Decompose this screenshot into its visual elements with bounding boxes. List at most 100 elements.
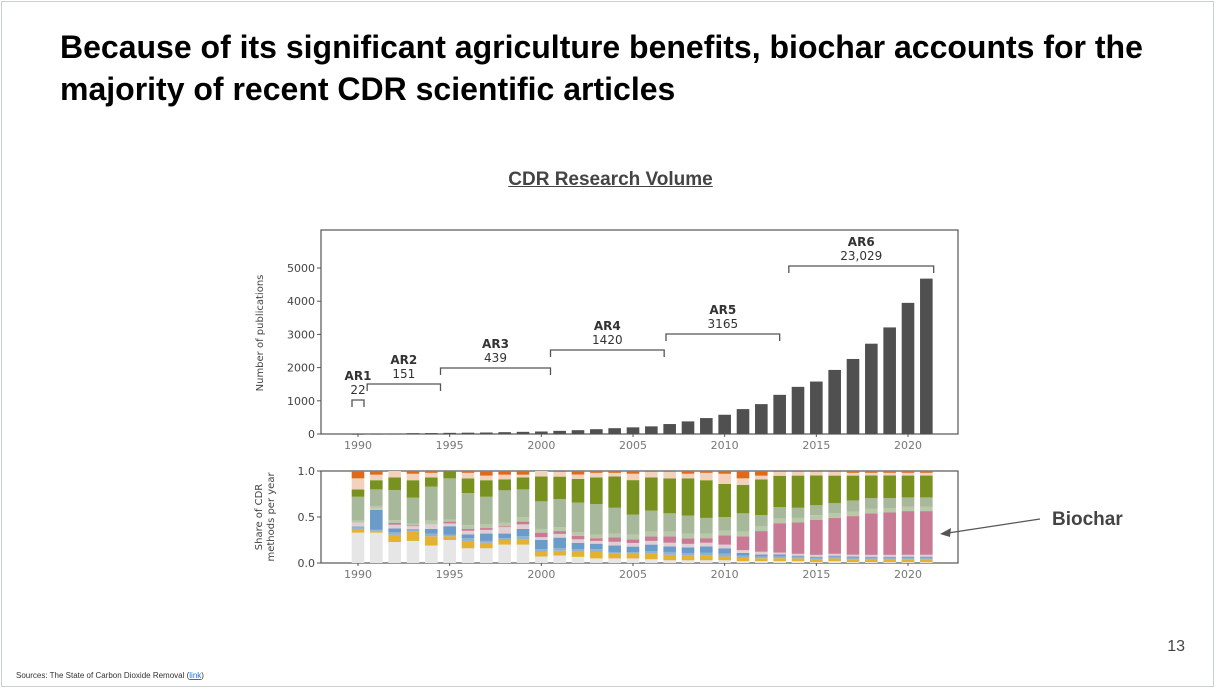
share-segment-blue bbox=[736, 552, 750, 556]
share-segment-orange bbox=[663, 471, 676, 472]
share-segment-light-pink bbox=[388, 524, 401, 529]
share-segment-yellow bbox=[480, 542, 493, 549]
share-segment-peach bbox=[828, 471, 841, 476]
share-segment-biochar bbox=[901, 511, 915, 555]
share-segment-sage bbox=[571, 502, 585, 533]
share-segment-other bbox=[700, 560, 713, 563]
share-segment-olive bbox=[480, 480, 493, 497]
share-segment-peach bbox=[626, 473, 640, 481]
share-segment-orange bbox=[736, 471, 750, 479]
share-segment-peach bbox=[736, 478, 750, 485]
ar-count: 1420 bbox=[592, 333, 623, 347]
share-segment-light-green bbox=[883, 507, 896, 513]
share-segment-orange bbox=[700, 471, 713, 473]
share-segment-peach bbox=[920, 472, 933, 476]
publication-bar bbox=[480, 432, 493, 434]
share-segment-sage bbox=[351, 496, 365, 521]
share-segment-biochar bbox=[718, 535, 731, 545]
share-segment-yellow bbox=[828, 558, 841, 562]
share-segment-olive bbox=[443, 471, 456, 479]
share-segment-light-blue bbox=[461, 538, 475, 541]
x-tick-label-bottom: 2015 bbox=[802, 568, 830, 581]
share-segment-biochar bbox=[535, 532, 548, 538]
chart-title: CDR Research Volume bbox=[508, 169, 713, 190]
share-segment-yellow bbox=[590, 551, 603, 559]
y-tick-label-bottom: 0.5 bbox=[298, 511, 316, 524]
share-segment-other bbox=[590, 558, 603, 563]
share-segment-peach bbox=[608, 472, 621, 477]
share-segment-yellow bbox=[883, 559, 896, 563]
share-segment-light-pink bbox=[571, 539, 585, 543]
share-segment-peach bbox=[461, 472, 475, 479]
share-segment-orange bbox=[590, 471, 603, 473]
sources-link[interactable]: link bbox=[189, 671, 202, 680]
ar-bracket bbox=[665, 333, 781, 341]
share-segment-peach bbox=[681, 473, 695, 479]
share-segment-other bbox=[406, 540, 420, 563]
share-segment-light-blue bbox=[535, 549, 548, 552]
share-segment-light-green bbox=[755, 526, 768, 532]
ar-label: AR3 bbox=[482, 337, 509, 351]
share-segment-biochar bbox=[663, 536, 676, 543]
ar-bracket bbox=[549, 349, 665, 357]
share-segment-blue bbox=[810, 556, 823, 558]
publication-bar bbox=[791, 386, 805, 434]
share-segment-yellow bbox=[351, 528, 365, 533]
share-segment-light-blue bbox=[645, 551, 658, 554]
share-segment-light-green bbox=[370, 505, 383, 509]
share-segment-light-green bbox=[736, 531, 750, 537]
share-segment-yellow bbox=[810, 559, 823, 563]
share-segment-olive bbox=[883, 475, 896, 499]
x-tick-label-top: 1990 bbox=[344, 439, 372, 452]
share-segment-light-green bbox=[810, 515, 823, 520]
share-segment-orange bbox=[846, 471, 860, 473]
x-tick-label-bottom: 2005 bbox=[619, 568, 647, 581]
ar-label: AR2 bbox=[390, 353, 417, 367]
share-segment-peach bbox=[846, 472, 860, 476]
y-axis-label-bottom-line1: Share of CDR bbox=[254, 484, 265, 551]
share-segment-peach bbox=[498, 474, 511, 480]
share-segment-olive bbox=[718, 483, 731, 517]
share-segment-yellow bbox=[370, 530, 383, 533]
share-segment-orange bbox=[553, 471, 566, 472]
share-segment-light-blue bbox=[718, 553, 731, 557]
share-segment-light-pink bbox=[626, 542, 640, 547]
share-segment-orange bbox=[626, 471, 640, 474]
share-segment-yellow bbox=[461, 540, 475, 549]
share-segment-yellow bbox=[865, 559, 878, 563]
share-segment-sage bbox=[883, 498, 896, 508]
share-segment-light-green bbox=[406, 523, 420, 526]
share-segment-biochar bbox=[736, 536, 750, 551]
share-segment-blue bbox=[663, 546, 676, 552]
share-segment-sage bbox=[791, 507, 805, 518]
share-segment-orange bbox=[828, 471, 841, 472]
share-segment-light-pink bbox=[480, 529, 493, 534]
share-segment-light-green bbox=[498, 522, 511, 527]
ar-count: 23,029 bbox=[840, 249, 882, 263]
share-segment-other bbox=[883, 562, 896, 563]
share-segment-orange bbox=[461, 471, 475, 473]
share-segment-blue bbox=[755, 554, 768, 557]
share-segment-light-blue bbox=[773, 556, 786, 559]
share-segment-olive bbox=[553, 476, 566, 500]
share-segment-light-blue bbox=[370, 529, 383, 531]
share-segment-sage bbox=[388, 490, 401, 521]
publication-bar bbox=[883, 327, 896, 434]
share-segment-light-blue bbox=[571, 548, 585, 552]
publication-bar bbox=[736, 409, 750, 434]
share-segment-sage bbox=[681, 515, 695, 534]
share-segment-olive bbox=[370, 480, 383, 490]
share-segment-other bbox=[663, 560, 676, 563]
share-segment-biochar bbox=[590, 538, 603, 541]
ar-label: AR6 bbox=[848, 235, 875, 249]
share-segment-light-pink bbox=[828, 553, 841, 556]
share-segment-other bbox=[828, 561, 841, 563]
share-segment-light-blue bbox=[388, 532, 401, 535]
share-segment-light-blue bbox=[553, 547, 566, 551]
share-segment-other bbox=[443, 540, 456, 563]
share-segment-other bbox=[920, 562, 933, 563]
share-segment-sage bbox=[480, 496, 493, 525]
share-segment-sage bbox=[370, 489, 383, 506]
share-segment-biochar bbox=[626, 539, 640, 543]
share-segment-other bbox=[608, 558, 621, 563]
